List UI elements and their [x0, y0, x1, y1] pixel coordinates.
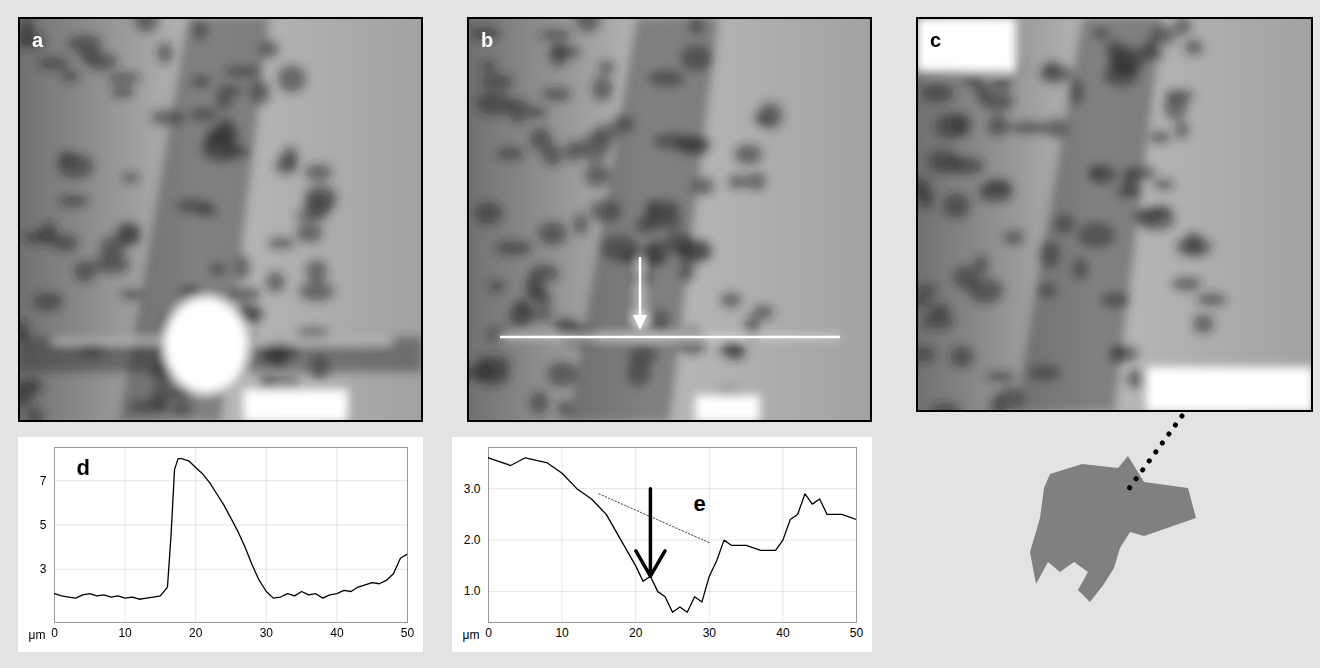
svg-text:3.0: 3.0: [464, 482, 481, 496]
svg-text:40: 40: [330, 626, 344, 640]
svg-text:0: 0: [485, 626, 492, 640]
svg-text:e: e: [694, 491, 706, 516]
svg-text:2.0: 2.0: [464, 533, 481, 547]
svg-text:7: 7: [40, 474, 47, 488]
svg-text:10: 10: [118, 626, 132, 640]
svg-text:30: 30: [260, 626, 274, 640]
svg-text:d: d: [77, 455, 90, 480]
svg-text:μm: μm: [463, 628, 480, 642]
svg-text:20: 20: [629, 626, 643, 640]
svg-text:5: 5: [40, 518, 47, 532]
svg-text:μm: μm: [29, 628, 46, 642]
svg-text:b: b: [481, 29, 493, 51]
svg-text:1.0: 1.0: [464, 584, 481, 598]
svg-text:a: a: [32, 29, 44, 51]
svg-text:3: 3: [40, 562, 47, 576]
svg-text:50: 50: [401, 626, 415, 640]
svg-text:0: 0: [51, 626, 58, 640]
svg-text:c: c: [930, 29, 941, 51]
svg-text:30: 30: [703, 626, 717, 640]
svg-text:20: 20: [189, 626, 203, 640]
svg-text:50: 50: [850, 626, 864, 640]
svg-text:10: 10: [555, 626, 569, 640]
svg-text:40: 40: [776, 626, 790, 640]
